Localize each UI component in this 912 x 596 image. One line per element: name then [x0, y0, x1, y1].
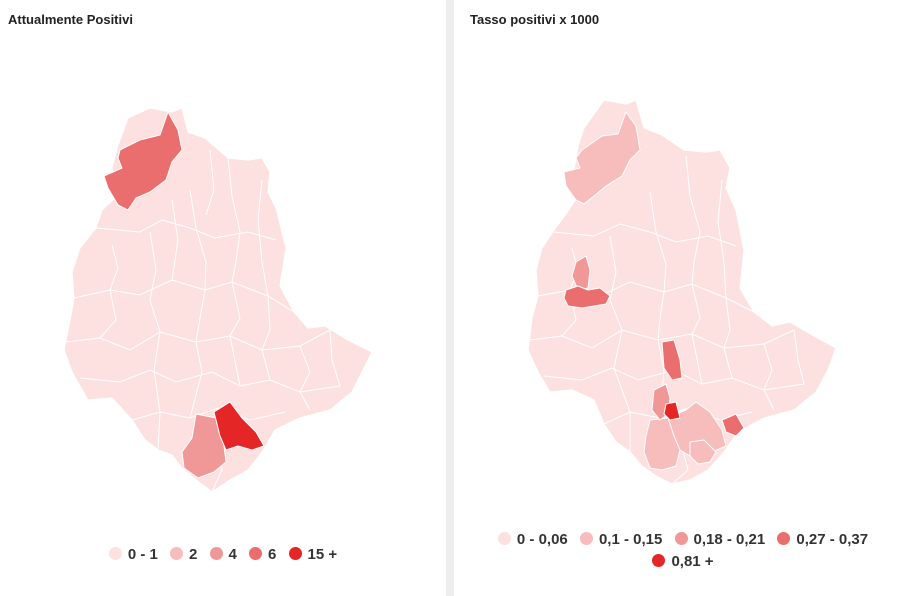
legend-label: 0 - 0,06: [516, 531, 568, 548]
legend-swatch: [170, 547, 183, 560]
legend-swatch: [652, 554, 666, 567]
left-map-panel: Attualmente Positivi 0 - 1 2: [0, 0, 446, 596]
right-map-panel: Tasso positivi x 1000: [454, 0, 912, 596]
legend-item[interactable]: 0,27 - 0,37: [777, 529, 868, 551]
municipality-class-6[interactable]: [103, 111, 183, 211]
legend-item[interactable]: 2: [170, 544, 197, 566]
choropleth-map[interactable]: [454, 0, 912, 596]
municipality-class-2[interactable]: [643, 417, 681, 471]
municipality-class-4[interactable]: [721, 413, 745, 437]
legend-label: 0,81 +: [671, 553, 714, 570]
municipality-class-4[interactable]: [563, 285, 611, 309]
map-legend: 0 - 0,06 0,1 - 0,15 0,18 - 0,21 0,27 - 0…: [454, 529, 912, 573]
legend-label: 0,27 - 0,37: [796, 531, 869, 548]
legend-swatch: [288, 547, 302, 560]
legend-item[interactable]: 0,1 - 0,15: [579, 529, 663, 551]
legend-item[interactable]: 0 - 1: [108, 544, 158, 566]
municipality-class-2[interactable]: [689, 439, 717, 465]
municipality-borders: [65, 149, 341, 493]
map-legend: 0 - 1 2 4 6 15 +: [0, 544, 446, 566]
legend-label: 15 +: [307, 546, 338, 563]
legend-swatch: [579, 532, 593, 545]
legend-label: 0 - 1: [127, 546, 158, 563]
legend-label: 6: [268, 546, 277, 563]
legend-item[interactable]: 15 +: [288, 544, 338, 566]
legend-swatch: [249, 547, 263, 560]
legend-label: 2: [189, 546, 198, 563]
legend-item[interactable]: 0 - 0,06: [497, 529, 568, 551]
legend-swatch: [209, 547, 223, 560]
legend-item[interactable]: 0,81 +: [652, 551, 714, 573]
legend-swatch: [777, 532, 791, 545]
panel-title: Tasso positivi x 1000: [470, 12, 600, 27]
legend-label: 0,18 - 0,21: [693, 531, 766, 548]
legend-swatch: [497, 532, 511, 545]
legend-item[interactable]: 4: [209, 544, 237, 566]
municipality-class-2[interactable]: [563, 111, 641, 205]
legend-label: 4: [228, 546, 237, 563]
region-outline: [63, 107, 373, 493]
municipality-class-4[interactable]: [661, 339, 683, 381]
legend-item[interactable]: 0,18 - 0,21: [674, 529, 766, 551]
legend-item[interactable]: 6: [249, 544, 276, 566]
municipality-class-5[interactable]: [663, 401, 681, 421]
legend-swatch: [674, 532, 688, 545]
municipality-class-3[interactable]: [571, 255, 591, 291]
legend-swatch: [108, 547, 122, 560]
legend-label: 0,1 - 0,15: [598, 531, 663, 548]
panel-title: Attualmente Positivi: [8, 12, 133, 27]
municipality-class-15plus[interactable]: [213, 401, 265, 451]
choropleth-map[interactable]: [0, 0, 446, 596]
